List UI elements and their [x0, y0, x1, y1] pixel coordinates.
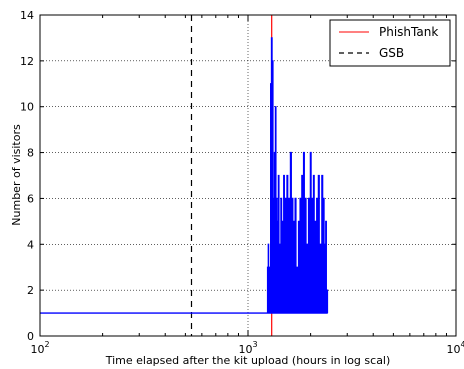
x-axis-label: Time elapsed after the kit upload (hours…	[105, 354, 391, 367]
legend-box	[329, 19, 451, 67]
y-tick-label: 12	[20, 55, 34, 68]
grid-lines	[40, 15, 456, 336]
x-tick-label: 103	[238, 340, 257, 356]
y-tick-label: 8	[27, 147, 34, 160]
x-tick-label: 102	[30, 340, 49, 356]
y-axis-label: Number of visitors	[10, 124, 23, 226]
series-layer	[40, 37, 329, 314]
legend-label-phishtank: PhishTank	[379, 25, 438, 39]
x-tick-label: 104	[446, 340, 464, 356]
reference-lines	[190, 15, 273, 336]
y-tick-label: 2	[27, 284, 34, 297]
legend-label-gsb: GSB	[379, 46, 404, 60]
y-tick-label: 6	[27, 192, 34, 205]
y-tick-label: 0	[27, 330, 34, 343]
legend: PhishTank GSB	[329, 19, 451, 67]
y-tick-label: 4	[27, 238, 34, 251]
series-line-0	[40, 37, 329, 314]
ticks: 0 2 4 6 8 10 12 14 102 103 104	[20, 9, 464, 356]
y-tick-label: 14	[20, 9, 34, 22]
y-tick-label: 10	[20, 101, 34, 114]
